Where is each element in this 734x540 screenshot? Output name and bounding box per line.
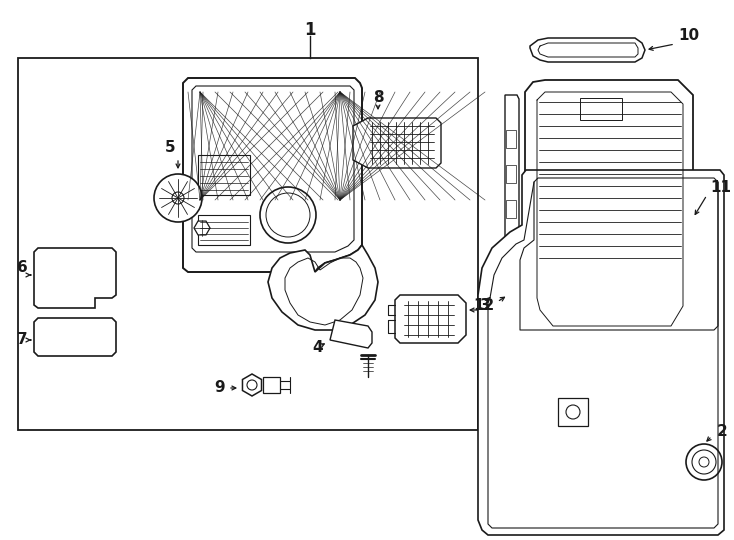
Polygon shape <box>395 295 466 343</box>
Text: 1: 1 <box>305 21 316 39</box>
Bar <box>198 215 250 245</box>
Polygon shape <box>353 118 441 168</box>
Polygon shape <box>505 95 519 305</box>
Bar <box>580 98 622 120</box>
Polygon shape <box>34 318 116 356</box>
Polygon shape <box>525 80 693 338</box>
Bar <box>558 398 588 426</box>
Polygon shape <box>268 245 378 330</box>
Text: 12: 12 <box>473 298 495 313</box>
Polygon shape <box>530 38 645 62</box>
Polygon shape <box>330 320 372 348</box>
Circle shape <box>686 444 722 480</box>
Text: 8: 8 <box>373 91 383 105</box>
Polygon shape <box>478 170 724 535</box>
Bar <box>506 130 516 148</box>
Polygon shape <box>183 78 362 272</box>
Bar <box>506 165 516 183</box>
Text: 2: 2 <box>716 424 727 440</box>
Text: 4: 4 <box>313 341 323 355</box>
Polygon shape <box>242 374 261 396</box>
Bar <box>18 58 478 430</box>
Text: 5: 5 <box>164 140 175 156</box>
Bar <box>506 200 516 218</box>
Text: 7: 7 <box>17 333 27 348</box>
Text: 10: 10 <box>678 28 699 43</box>
Bar <box>543 272 595 302</box>
Polygon shape <box>263 377 280 393</box>
Bar <box>607 272 669 302</box>
Circle shape <box>260 187 316 243</box>
Circle shape <box>172 192 184 204</box>
Polygon shape <box>194 221 210 235</box>
Text: 6: 6 <box>17 260 27 275</box>
Text: 9: 9 <box>214 381 225 395</box>
Polygon shape <box>34 248 116 308</box>
Bar <box>198 155 250 195</box>
Text: 3: 3 <box>480 298 490 313</box>
Circle shape <box>154 174 202 222</box>
Text: 11: 11 <box>710 180 731 195</box>
Bar <box>506 235 516 253</box>
